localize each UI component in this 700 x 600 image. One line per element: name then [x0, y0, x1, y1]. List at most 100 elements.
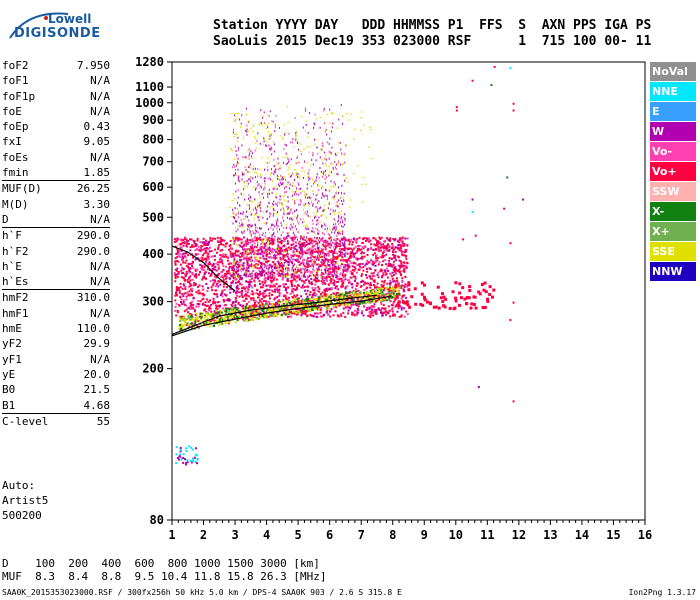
- echo-point: [226, 314, 229, 317]
- echo-point: [311, 293, 314, 296]
- echo-point: [236, 244, 238, 247]
- echo-point: [269, 275, 272, 278]
- echo-point: [346, 268, 349, 271]
- echo-point: [240, 292, 243, 295]
- echo-point: [313, 278, 316, 281]
- echo-point: [259, 202, 261, 205]
- echo-point: [331, 252, 334, 255]
- echo-point: [388, 264, 391, 267]
- echo-point: [322, 185, 324, 188]
- echo-point: [217, 266, 220, 269]
- echo-point: [177, 286, 180, 289]
- echo-point: [334, 310, 337, 313]
- echo-point: [198, 284, 201, 287]
- echo-point: [202, 237, 205, 240]
- echo-point: [268, 256, 270, 259]
- echo-point: [232, 252, 235, 255]
- echo-point: [237, 212, 239, 215]
- echo-point: [257, 184, 259, 187]
- echo-point: [243, 248, 245, 251]
- echo-point: [315, 293, 318, 296]
- echo-point: [397, 270, 400, 273]
- echo-point: [301, 234, 303, 237]
- echo-point: [178, 325, 181, 328]
- echo-point: [316, 289, 319, 292]
- echo-point: [354, 309, 357, 312]
- echo-point: [284, 270, 286, 273]
- echo-point: [249, 206, 251, 209]
- echo-point: [210, 315, 213, 318]
- echo-point: [297, 297, 300, 300]
- echo-point: [235, 150, 237, 153]
- echo-point: [322, 172, 324, 175]
- echo-point: [260, 263, 263, 266]
- echo-point: [273, 143, 275, 146]
- echo-point: [403, 254, 406, 257]
- echo-point: [251, 244, 253, 247]
- echo-point: [280, 272, 282, 275]
- echo-point: [247, 166, 249, 169]
- echo-point: [388, 245, 391, 248]
- echo-point: [265, 210, 267, 213]
- echo-point: [341, 203, 343, 206]
- echo-point: [380, 291, 383, 294]
- echo-point: [272, 241, 275, 244]
- echo-point: [277, 250, 279, 253]
- echo-point: [238, 238, 241, 241]
- echo-point: [324, 188, 326, 191]
- echo-point: [247, 306, 250, 309]
- echo-point: [273, 285, 276, 288]
- echo-point: [243, 256, 246, 259]
- echo-point: [284, 308, 287, 311]
- echo-point: [317, 210, 319, 213]
- echo-point: [370, 312, 373, 315]
- echo-point: [268, 252, 271, 255]
- echo-point: [383, 281, 386, 284]
- echo-point: [272, 261, 275, 264]
- echo-point: [296, 294, 299, 297]
- echo-point: [323, 304, 326, 307]
- echo-point: [285, 272, 287, 275]
- echo-point: [384, 270, 387, 273]
- echo-point: [179, 317, 182, 320]
- echo-point: [385, 253, 388, 256]
- echo-point: [345, 237, 347, 240]
- echo-point: [318, 254, 321, 257]
- echo-point: [209, 239, 212, 242]
- echo-point: [255, 213, 257, 216]
- echo-point: [324, 246, 327, 249]
- echo-point: [276, 289, 279, 292]
- echo-point: [240, 294, 243, 297]
- echo-point: [317, 252, 320, 255]
- echo-point: [293, 193, 295, 196]
- echo-point: [337, 233, 339, 236]
- echo-point: [188, 316, 191, 319]
- echo-point: [212, 312, 215, 315]
- echo-point: [323, 314, 326, 317]
- echo-point: [302, 242, 305, 245]
- echo-point: [354, 257, 357, 260]
- echo-point: [239, 268, 241, 271]
- echo-point: [392, 246, 395, 249]
- echo-point: [340, 232, 342, 235]
- echo-point: [338, 216, 340, 219]
- echo-point: [181, 254, 184, 257]
- echo-point: [247, 249, 249, 252]
- echo-point: [364, 240, 367, 243]
- echo-point: [328, 296, 331, 299]
- echo-point: [281, 183, 283, 186]
- echo-point: [332, 314, 335, 317]
- echo-point: [287, 168, 289, 171]
- echo-point: [183, 292, 186, 295]
- echo-point: [176, 294, 179, 297]
- echo-point: [267, 276, 270, 279]
- echo-point: [236, 284, 239, 287]
- echo-point: [289, 237, 292, 240]
- echo-point: [298, 161, 300, 164]
- echo-point: [185, 259, 188, 262]
- echo-point: [293, 271, 295, 274]
- echo-point: [331, 264, 333, 267]
- echo-point: [255, 237, 258, 240]
- echo-point: [377, 287, 380, 290]
- echo-point: [187, 281, 190, 284]
